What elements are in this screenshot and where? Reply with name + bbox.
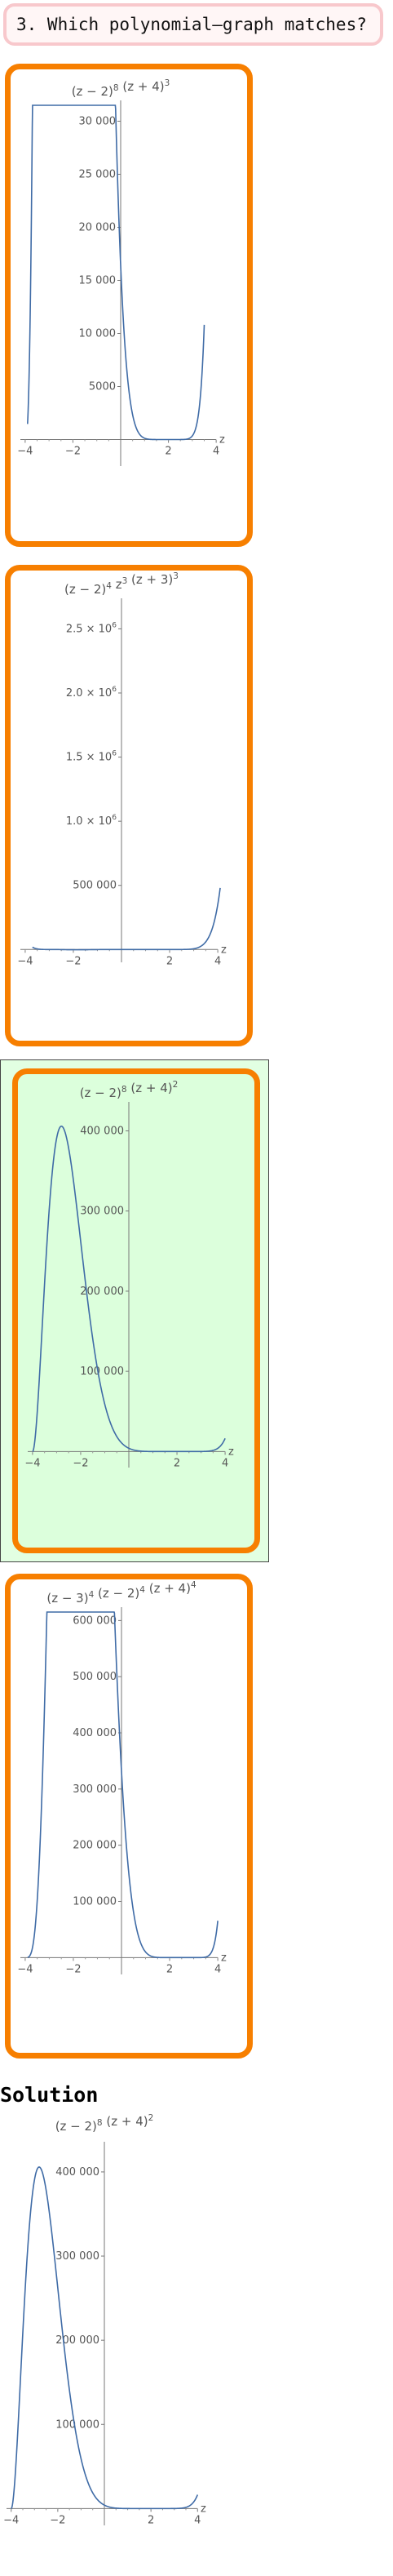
- y-tick-label: 2.0 × 106: [66, 686, 117, 700]
- choice-card-3[interactable]: (z − 2)8 (z + 4)2 −4 −2 2 4 z 100 000 200 000 30…: [12, 1068, 260, 1553]
- choice-3-plot: (z − 2)8 (z + 4)2 −4 −2 2 4z 100 000 200 000 30…: [24, 1080, 234, 1469]
- y-tick-label: 100 000: [80, 1366, 124, 1378]
- x-axis-label: z: [201, 2503, 206, 2515]
- x-tick-label: 2: [166, 1963, 173, 1975]
- x-tick-label: −2: [65, 955, 81, 967]
- x-tick-label: 4: [214, 1963, 221, 1975]
- x-axis-label: z: [228, 1446, 234, 1458]
- y-tick-label: 300 000: [73, 1783, 117, 1796]
- y-tick-label: 300 000: [55, 2250, 99, 2263]
- y-tick-label: 500 000: [73, 880, 117, 892]
- x-tick-label: −4: [17, 446, 33, 458]
- solution-heading: Solution: [0, 2083, 99, 2107]
- y-tick-label: 400 000: [73, 1727, 117, 1739]
- chart-title: (z − 2)8 (z + 4)2: [80, 1080, 179, 1100]
- x-tick-label: −2: [65, 446, 81, 458]
- correct-answer-highlight: (z − 2)8 (z + 4)2 −4 −2 2 4 z 100 000 200 000 30…: [0, 1059, 269, 1562]
- series-line: [32, 887, 221, 951]
- y-tick-label: 100 000: [55, 2418, 99, 2431]
- y-tick-label: 300 000: [80, 1206, 124, 1218]
- series-line: [32, 1125, 226, 1453]
- x-tick-label: 2: [174, 1457, 180, 1469]
- chart-title: (z − 2)8 (z + 4)3: [72, 78, 170, 99]
- x-axis-label: z: [221, 1952, 227, 1964]
- y-tick-label: 2.5 × 106: [66, 621, 117, 635]
- x-tick-label: 2: [148, 2514, 154, 2526]
- y-tick-label: 400 000: [55, 2166, 99, 2178]
- y-tick-label: 400 000: [80, 1125, 124, 1137]
- y-tick-label: 100 000: [73, 1896, 117, 1908]
- x-tick-label: −4: [17, 955, 33, 967]
- y-tick-label: 600 000: [73, 1614, 117, 1627]
- x-tick-label: −2: [50, 2514, 65, 2526]
- x-tick-label: −4: [24, 1457, 40, 1469]
- series-line: [11, 2166, 199, 2510]
- x-tick-label: −4: [17, 1963, 33, 1975]
- y-tick-label: 20 000: [79, 222, 117, 234]
- choice-card-1[interactable]: (z − 2)8 (z + 4)3 −4 −2 2 4 z 5000 10 000 15 000…: [5, 64, 253, 547]
- y-tick-label: 25 000: [79, 169, 117, 181]
- x-tick-label: 2: [165, 446, 171, 458]
- y-tick-label: 1.0 × 106: [66, 814, 117, 828]
- x-tick-label: −2: [73, 1457, 88, 1469]
- x-tick-label: −4: [3, 2514, 19, 2526]
- x-axis-label: z: [219, 434, 225, 446]
- y-tick-label: 30 000: [79, 116, 117, 128]
- x-tick-label: 4: [214, 955, 221, 967]
- chart-title: (z − 2)4 z3 (z + 3)3: [64, 571, 179, 597]
- chart-title: (z − 3)4 (z − 2)4 (z + 4)4: [46, 1580, 196, 1606]
- choice-1-plot: (z − 2)8 (z + 4)3 −4 −2 2 4z 5000 10 000 15 000…: [17, 78, 225, 466]
- x-tick-label: 2: [166, 955, 173, 967]
- question-banner: 3. Which polynomial–graph matches?: [3, 3, 383, 46]
- series-line: [27, 1611, 219, 1959]
- chart-title: (z − 2)8 (z + 4)2: [55, 2113, 154, 2134]
- choice-card-4[interactable]: (z − 3)4 (z − 2)4 (z + 4)4 −4 −2 2 4 z 100 000…: [5, 1574, 253, 2059]
- y-tick-label: 200 000: [55, 2334, 99, 2347]
- x-tick-label: 4: [194, 2514, 201, 2526]
- choice-card-2[interactable]: (z − 2)4 z3 (z + 3)3 −4 −2 2 4 z 500 000 1.0 × …: [5, 565, 253, 1046]
- y-tick-label: 200 000: [73, 1840, 117, 1852]
- y-tick-label: 200 000: [80, 1286, 124, 1298]
- y-tick-label: 10 000: [79, 328, 117, 340]
- solution-chart: (z − 2)8 (z + 4)2 −4 −2 2 4 z 100 000 200 000 30…: [0, 2112, 220, 2576]
- x-axis-label: z: [221, 944, 227, 956]
- y-tick-label: 500 000: [73, 1671, 117, 1683]
- choice-2-plot: (z − 2)4 z3 (z + 3)3 −4 −2 2 4z 500 000 1.0 × …: [17, 571, 227, 967]
- series-line: [26, 104, 205, 441]
- y-tick-label: 15 000: [79, 275, 117, 287]
- y-tick-label: 5000: [89, 381, 116, 393]
- x-tick-label: −2: [65, 1963, 81, 1975]
- x-tick-label: 4: [213, 446, 219, 458]
- choice-4-plot: (z − 3)4 (z − 2)4 (z + 4)4 −4 −2 2 4z 100 000…: [17, 1580, 227, 1975]
- solution-plot: (z − 2)8 (z + 4)2 −4 −2 2 4z 100 000 200 000 30…: [3, 2113, 206, 2526]
- y-tick-label: 1.5 × 106: [66, 750, 117, 764]
- x-tick-label: 4: [222, 1457, 228, 1469]
- question-text: 3. Which polynomial–graph matches?: [16, 15, 367, 34]
